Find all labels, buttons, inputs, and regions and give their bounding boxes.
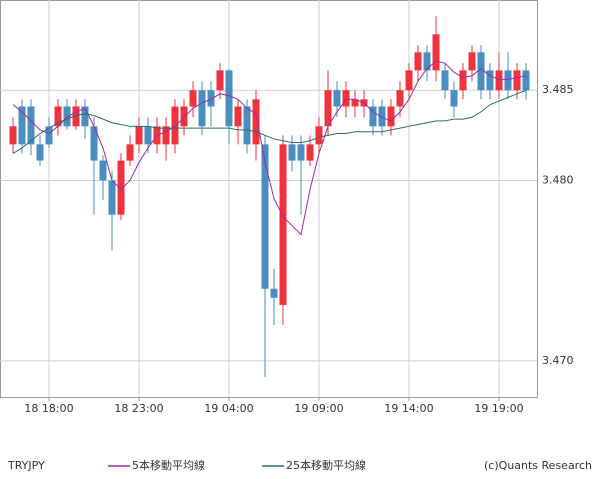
candle-body — [198, 90, 206, 127]
candle-body — [126, 144, 134, 161]
y-tick-label: 3.470 — [542, 354, 574, 367]
candle-body — [144, 126, 152, 145]
y-tick-label: 3.485 — [542, 83, 574, 96]
candle-body — [351, 99, 359, 107]
candle-body — [234, 106, 242, 127]
candle-body — [54, 106, 62, 127]
credit: (c)Quants Research — [484, 459, 592, 472]
candle-body — [45, 126, 53, 145]
candle-body — [72, 106, 80, 127]
x-tick-label: 18 18:00 — [24, 402, 73, 415]
candle-body — [27, 106, 35, 145]
legend-label: 5本移動平均線 — [132, 458, 205, 472]
candle-body — [216, 70, 224, 91]
y-tick-label: 3.480 — [542, 173, 574, 186]
candle-body — [108, 180, 116, 215]
candle-body — [225, 70, 233, 127]
candle-body — [387, 106, 395, 127]
x-tick-label: 18 23:00 — [114, 402, 163, 415]
candle-body — [432, 34, 440, 71]
candle-body — [207, 90, 215, 107]
legend-label: 25本移動平均線 — [286, 458, 366, 472]
candle-body — [468, 52, 476, 71]
candle-body — [441, 70, 449, 91]
candle-body — [297, 144, 305, 161]
candle-body — [504, 70, 512, 91]
candle-body — [18, 106, 26, 145]
candle-body — [36, 144, 44, 161]
candle-body — [405, 70, 413, 91]
candle-body — [99, 160, 107, 181]
candle-body — [486, 70, 494, 91]
plot-area — [0, 0, 538, 398]
candle-body — [495, 70, 503, 91]
candle-body — [9, 126, 17, 145]
candle-body — [315, 126, 323, 145]
x-tick-label: 19 14:00 — [384, 402, 433, 415]
candle-body — [180, 106, 188, 127]
candle-body — [63, 106, 71, 127]
x-tick-label: 19 09:00 — [294, 402, 343, 415]
candle-body — [252, 99, 260, 145]
candle-body — [333, 90, 341, 107]
candle-body — [279, 144, 287, 305]
x-tick-label: 19 04:00 — [204, 402, 253, 415]
candle-body — [81, 106, 89, 127]
candle-body — [378, 106, 386, 127]
candle-body — [261, 144, 269, 289]
candle-body — [423, 52, 431, 71]
candle-body — [342, 90, 350, 107]
candle-body — [369, 106, 377, 127]
ma-line — [12, 60, 527, 236]
candle-body — [90, 126, 98, 161]
candle-body — [306, 144, 314, 161]
candle-body — [171, 106, 179, 145]
candle-body — [135, 126, 143, 145]
candle-body — [189, 90, 197, 107]
candle-body — [477, 52, 485, 91]
candle-body — [414, 52, 422, 71]
candle-body — [288, 144, 296, 161]
candle-body — [513, 70, 521, 91]
candle-body — [324, 90, 332, 127]
candle-body — [270, 288, 278, 298]
candle-body — [459, 70, 467, 91]
candle-body — [243, 106, 251, 145]
ma-line — [12, 89, 527, 154]
candle-body — [162, 126, 170, 145]
x-tick-label: 19 19:00 — [474, 402, 523, 415]
symbol: TRYJPY — [7, 459, 45, 472]
candle-body — [450, 90, 458, 107]
candle-body — [396, 90, 404, 107]
candle-body — [117, 160, 125, 215]
candle-body — [522, 70, 530, 91]
